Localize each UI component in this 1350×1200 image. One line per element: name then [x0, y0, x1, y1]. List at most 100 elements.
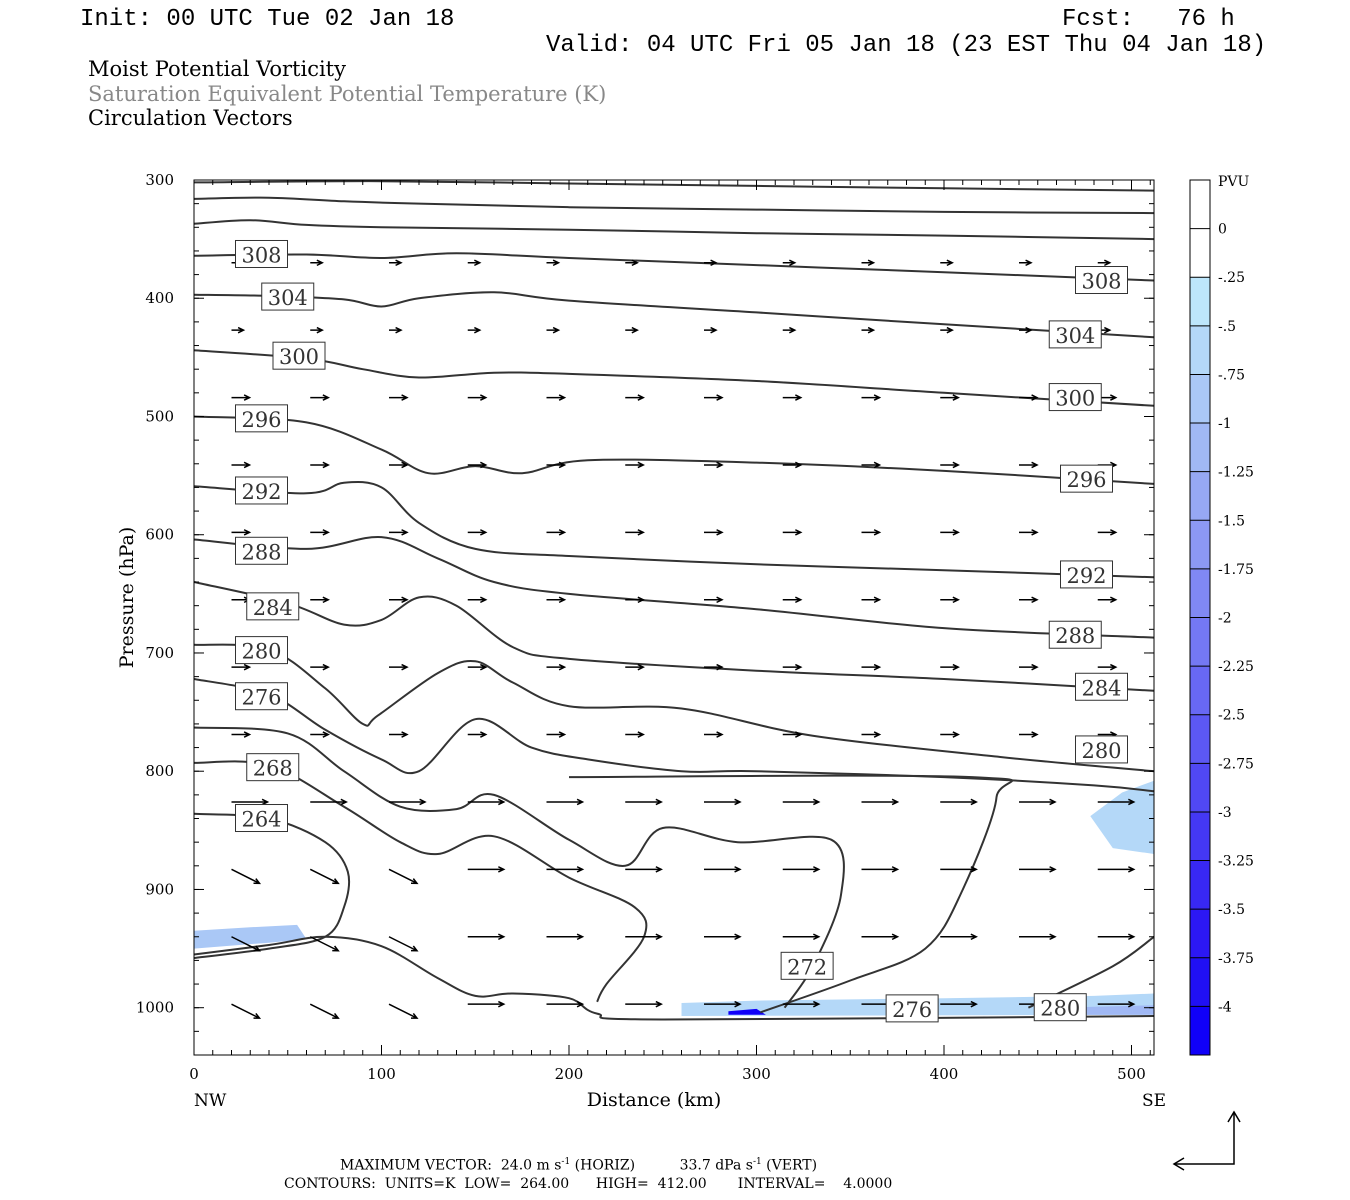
colorbar-label: -3.75: [1218, 951, 1254, 967]
y-tick-label: 1000: [136, 999, 174, 1017]
contour-label: 308: [1081, 270, 1121, 294]
circulation-vector: [625, 529, 645, 536]
footer-contour-info: CONTOURS: UNITS=K LOW= 264.00 HIGH= 412.…: [284, 1176, 893, 1192]
circulation-vectors: [231, 259, 1136, 1019]
circulation-vector: [625, 933, 663, 941]
circulation-vector: [389, 326, 403, 334]
theta-contours: [193, 180, 1155, 1021]
circulation-vector: [625, 259, 639, 267]
theta-contour: [193, 678, 1155, 793]
circulation-vector: [704, 461, 724, 469]
colorbar-label: -4: [1218, 999, 1232, 1015]
circulation-vector: [231, 731, 252, 738]
y-tick-label: 900: [145, 880, 174, 898]
circulation-vector: [309, 936, 340, 952]
axes: 300 400 500 600 700 800 900 1000 0 100 200 300 400 50…: [116, 171, 1166, 1111]
circulation-vector: [310, 798, 348, 806]
colorbar-band: [1190, 568, 1210, 618]
contour-label: 280: [1081, 739, 1121, 763]
circulation-vector: [1097, 933, 1136, 941]
contour-label-box: [272, 341, 326, 370]
circulation-vector: [625, 326, 639, 334]
circulation-vector: [782, 394, 803, 401]
circulation-vector: [940, 1000, 978, 1008]
y-tick-label: 700: [145, 644, 174, 662]
circulation-vector: [546, 529, 567, 536]
colorbar-band: [1190, 180, 1210, 230]
circulation-vector: [467, 259, 482, 267]
x-tick-label: 500: [1117, 1065, 1146, 1083]
circulation-vector: [389, 259, 403, 267]
circulation-vector: [1019, 394, 1039, 401]
theta-contour: [193, 760, 648, 1003]
contour-label-box: [1048, 620, 1102, 649]
circulation-vector: [704, 529, 724, 536]
colorbar-band: [1190, 325, 1210, 375]
circulation-vector: [704, 1000, 742, 1008]
circulation-vector: [388, 936, 419, 952]
theta-contour: [193, 252, 1155, 282]
circulation-vector: [467, 326, 482, 334]
circulation-vector: [940, 798, 978, 806]
circulation-vector: [861, 394, 882, 401]
contour-label-box: [1033, 993, 1087, 1022]
circulation-vector: [782, 529, 803, 536]
circulation-vector: [1097, 596, 1118, 604]
contour-label-box: [1060, 560, 1113, 589]
circulation-vector: [625, 1000, 663, 1008]
contour-label-box: [1048, 383, 1102, 412]
theta-contour: [193, 219, 1155, 241]
colorbar-band: [1190, 471, 1210, 521]
contour-label: 276: [241, 686, 281, 710]
y-tick-label: 400: [145, 289, 174, 307]
colorbar-label: 0: [1218, 222, 1227, 238]
circulation-vector: [389, 596, 409, 604]
theta-contour: [193, 536, 1155, 639]
circulation-vector: [231, 663, 252, 671]
contour-label: 292: [241, 480, 281, 504]
circulation-vector: [1019, 731, 1039, 738]
circulation-vector: [861, 461, 882, 469]
x-tick-label: 0: [189, 1065, 199, 1083]
theta-contour: [193, 726, 845, 1009]
init-time: Init: 00 UTC Tue 02 Jan 18: [80, 6, 455, 33]
circulation-vector: [704, 326, 718, 334]
circulation-vector: [1019, 866, 1057, 873]
circulation-vector: [546, 1000, 585, 1008]
theta-contour: [193, 480, 1155, 579]
theta-contour: [193, 415, 1155, 485]
circulation-vector: [467, 798, 506, 806]
contour-label-box: [885, 994, 939, 1023]
circulation-vector: [782, 866, 821, 873]
circulation-vector: [782, 933, 821, 941]
circulation-vector: [940, 933, 978, 941]
circulation-vector: [782, 663, 803, 671]
colorbar-band: [1190, 811, 1210, 862]
colorbar-label: -1: [1218, 416, 1232, 432]
plot-border: [193, 179, 1155, 1056]
circulation-vector: [940, 663, 960, 671]
contour-label: 300: [1055, 387, 1095, 411]
contour-label: 284: [1081, 676, 1121, 700]
circulation-vector: [704, 731, 724, 738]
circulation-vector: [546, 731, 567, 738]
title-vectors: Circulation Vectors: [88, 106, 293, 130]
circulation-vector: [704, 663, 724, 671]
circulation-vector: [389, 663, 409, 671]
circulation-vector: [467, 529, 488, 536]
colorbar-label: -2.75: [1218, 756, 1254, 772]
colorbar-band: [1190, 277, 1210, 327]
circulation-vector: [389, 394, 409, 401]
colorbar-label: -3.5: [1218, 902, 1245, 918]
x-tick-label: 200: [555, 1065, 584, 1083]
circulation-vector: [704, 866, 742, 873]
colorbar-label: -.75: [1218, 367, 1245, 383]
circulation-vector: [940, 731, 960, 738]
circulation-vector: [782, 326, 797, 334]
circulation-vector: [546, 461, 567, 469]
circulation-vector: [625, 866, 663, 873]
contour-label: 296: [1066, 468, 1106, 492]
circulation-vector: [467, 866, 506, 873]
circulation-vector: [704, 596, 724, 604]
